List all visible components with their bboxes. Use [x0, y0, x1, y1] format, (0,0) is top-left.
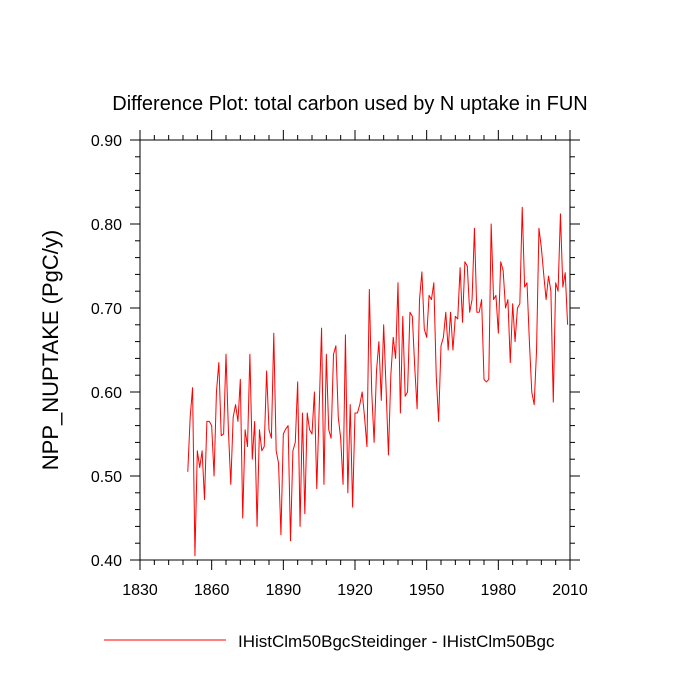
x-tick-label: 2010 [552, 582, 588, 599]
y-tick-label: 0.80 [91, 217, 122, 234]
y-tick-label: 0.70 [91, 301, 122, 318]
x-tick-label: 1980 [481, 582, 517, 599]
y-tick-label: 0.50 [91, 469, 122, 486]
x-tick-label: 1920 [337, 582, 373, 599]
y-tick-label: 0.60 [91, 385, 122, 402]
y-axis-label: NPP_NUPTAKE (PgC/y) [38, 230, 63, 470]
axis-ticks [130, 130, 580, 570]
legend-label: IHistClm50BgcSteidinger - IHistClm50Bgc [238, 632, 555, 651]
y-tick-label: 0.40 [91, 553, 122, 570]
axis-tick-labels: 1830 1860 1890 1920 1950 1980 2010 0.40 0.50 0.60… [91, 133, 588, 599]
x-tick-label: 1860 [194, 582, 230, 599]
series-line [187, 206, 569, 557]
x-tick-label: 1950 [409, 582, 445, 599]
series-layer [187, 206, 569, 557]
y-tick-label: 0.90 [91, 133, 122, 150]
x-tick-label: 1830 [122, 582, 158, 599]
chart-title: Difference Plot: total carbon used by N … [112, 93, 587, 115]
x-tick-label: 1890 [266, 582, 302, 599]
legend: IHistClm50BgcSteidinger - IHistClm50Bgc [104, 632, 555, 651]
